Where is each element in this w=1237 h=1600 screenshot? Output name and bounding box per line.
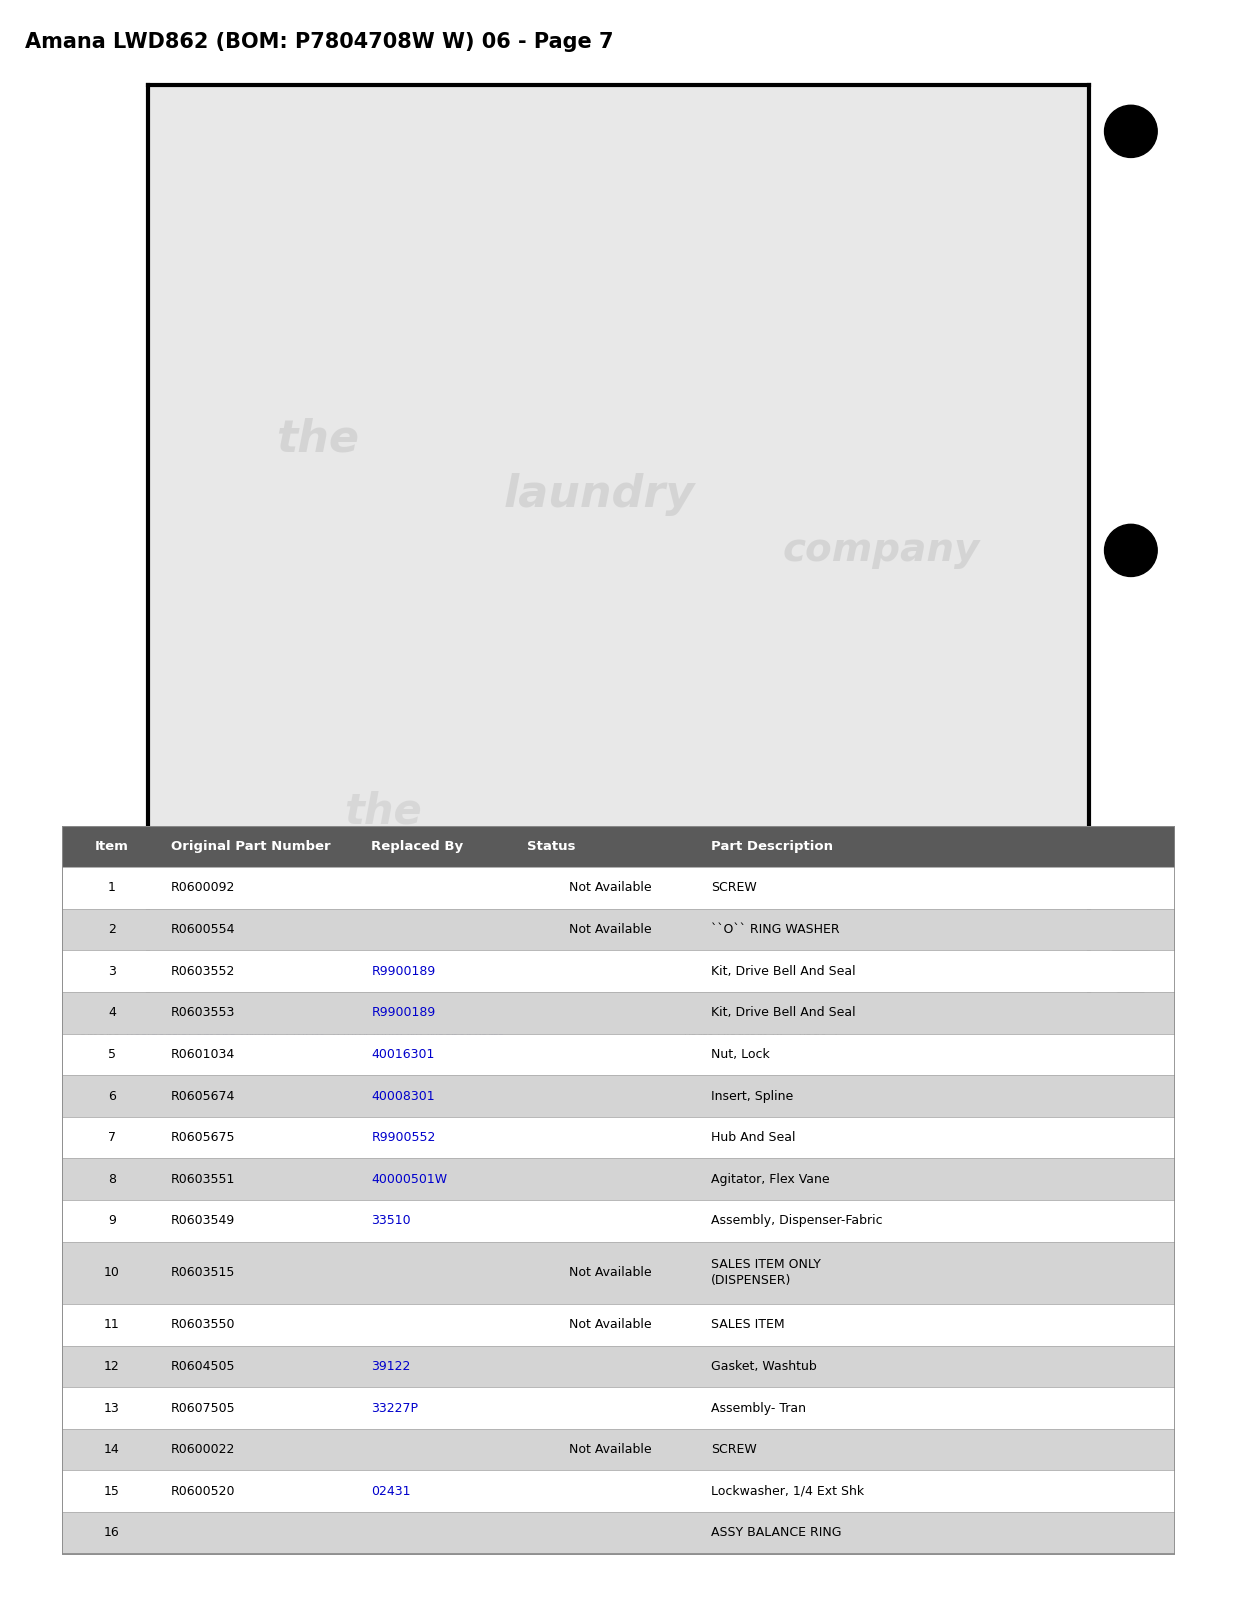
- Text: R0600092: R0600092: [171, 882, 235, 894]
- Text: ASSY BALANCE RING: ASSY BALANCE RING: [711, 1526, 841, 1539]
- Text: Nut, Lock: Nut, Lock: [711, 1048, 769, 1061]
- Text: Status: Status: [527, 840, 575, 853]
- Text: R0603515: R0603515: [171, 1266, 235, 1280]
- Text: laundry: laundry: [503, 474, 695, 517]
- Bar: [62, 1304, 1175, 1346]
- Text: company: company: [783, 531, 981, 570]
- Text: Replaced By: Replaced By: [371, 840, 464, 853]
- Text: 2: 2: [108, 923, 116, 936]
- Text: R0607505: R0607505: [171, 1402, 235, 1414]
- Text: 3: 3: [108, 965, 116, 978]
- Text: 4: 4: [108, 1006, 116, 1019]
- Text: Hub And Seal: Hub And Seal: [711, 1131, 795, 1144]
- Bar: [62, 1346, 1175, 1387]
- Text: 15: 15: [104, 1485, 120, 1498]
- Bar: [62, 867, 1175, 909]
- Text: R0603552: R0603552: [171, 965, 235, 978]
- Text: R0605674: R0605674: [171, 1090, 235, 1102]
- Text: SCREW: SCREW: [711, 882, 757, 894]
- Text: Item: Item: [95, 840, 129, 853]
- Text: Amana LWD862 (BOM: P7804708W W) 06 - Page 7: Amana LWD862 (BOM: P7804708W W) 06 - Pag…: [25, 32, 614, 51]
- Text: SALES ITEM: SALES ITEM: [711, 1318, 784, 1331]
- Bar: [62, 1158, 1175, 1200]
- Bar: [62, 1242, 1175, 1304]
- Text: Insert, Spline: Insert, Spline: [711, 1090, 793, 1102]
- Bar: [62, 1034, 1175, 1075]
- Bar: [62, 826, 1175, 867]
- Text: Not Available: Not Available: [569, 1443, 652, 1456]
- Text: 14: 14: [104, 1443, 120, 1456]
- Bar: [62, 1429, 1175, 1470]
- Bar: [62, 1075, 1175, 1117]
- Text: 33510: 33510: [371, 1214, 411, 1227]
- Text: 5: 5: [108, 1048, 116, 1061]
- Text: 12: 12: [104, 1360, 120, 1373]
- Bar: [62, 992, 1175, 1034]
- Text: Click on the part number to view part: Click on the part number to view part: [507, 1058, 730, 1072]
- Text: the: the: [345, 790, 422, 832]
- Bar: [62, 1200, 1175, 1242]
- Text: R0603551: R0603551: [171, 1173, 235, 1186]
- Text: 6: 6: [108, 1090, 116, 1102]
- Text: R9900189: R9900189: [371, 1006, 435, 1019]
- Text: Kit, Drive Bell And Seal: Kit, Drive Bell And Seal: [711, 1006, 856, 1019]
- Text: Not Available: Not Available: [569, 923, 652, 936]
- Text: 1: 1: [108, 882, 116, 894]
- Text: Kit, Drive Bell And Seal: Kit, Drive Bell And Seal: [711, 965, 856, 978]
- Text: R0600554: R0600554: [171, 923, 235, 936]
- Text: 16: 16: [104, 1526, 120, 1539]
- Text: Gasket, Washtub: Gasket, Washtub: [711, 1360, 816, 1373]
- Text: Not Available: Not Available: [569, 1318, 652, 1331]
- Text: Assembly- Tran: Assembly- Tran: [711, 1402, 805, 1414]
- Text: R9900552: R9900552: [371, 1131, 435, 1144]
- Bar: [62, 1512, 1175, 1554]
- Text: ``O`` RING WASHER: ``O`` RING WASHER: [711, 923, 840, 936]
- Text: 11: 11: [104, 1318, 120, 1331]
- Bar: [62, 1117, 1175, 1158]
- Text: Agitator, Flex Vane: Agitator, Flex Vane: [711, 1173, 830, 1186]
- Text: R0604505: R0604505: [171, 1360, 235, 1373]
- Text: R0601034: R0601034: [171, 1048, 235, 1061]
- Text: Amana: Amana: [78, 1030, 124, 1043]
- Text: 40000501W: 40000501W: [371, 1173, 448, 1186]
- Text: Residential Amana LWD862 (BOM: P7804708W W) Washer Parts: Residential Amana LWD862 (BOM: P7804708W…: [126, 1030, 505, 1043]
- Text: 8: 8: [108, 1173, 116, 1186]
- Text: the: the: [276, 418, 359, 461]
- Text: 40016301: 40016301: [371, 1048, 434, 1061]
- Bar: [62, 950, 1175, 992]
- Text: R0603550: R0603550: [171, 1318, 235, 1331]
- Text: Not Available: Not Available: [569, 882, 652, 894]
- Circle shape: [1105, 525, 1157, 576]
- Text: Original Part Number: Original Part Number: [171, 840, 330, 853]
- Text: SALES ITEM ONLY
(DISPENSER): SALES ITEM ONLY (DISPENSER): [711, 1258, 821, 1288]
- Circle shape: [1105, 944, 1157, 995]
- Bar: [62, 1387, 1175, 1429]
- Text: 9: 9: [108, 1214, 116, 1227]
- Text: 33227P: 33227P: [371, 1402, 418, 1414]
- Text: Assembly, Dispenser-Fabric: Assembly, Dispenser-Fabric: [711, 1214, 882, 1227]
- Text: R0600022: R0600022: [171, 1443, 235, 1456]
- Text: R9900189: R9900189: [371, 965, 435, 978]
- Text: 02431: 02431: [371, 1485, 411, 1498]
- Circle shape: [1105, 106, 1157, 157]
- Text: 10: 10: [104, 1266, 120, 1280]
- Text: 13: 13: [104, 1402, 120, 1414]
- Bar: [62, 909, 1175, 950]
- Text: R0603549: R0603549: [171, 1214, 235, 1227]
- Text: R0600520: R0600520: [171, 1485, 235, 1498]
- Text: Parts Diagram 06 - Page 7: Parts Diagram 06 - Page 7: [680, 1030, 839, 1043]
- Text: 39122: 39122: [371, 1360, 411, 1373]
- Text: SCREW: SCREW: [711, 1443, 757, 1456]
- Text: R0603553: R0603553: [171, 1006, 235, 1019]
- Text: Not Available: Not Available: [569, 1266, 652, 1280]
- Text: R0605675: R0605675: [171, 1131, 235, 1144]
- Text: laundry: laundry: [576, 846, 755, 888]
- Text: Lockwasher, 1/4 Ext Shk: Lockwasher, 1/4 Ext Shk: [711, 1485, 863, 1498]
- Bar: [62, 1470, 1175, 1512]
- Text: 40008301: 40008301: [371, 1090, 435, 1102]
- Text: 7: 7: [108, 1131, 116, 1144]
- Text: company®: company®: [809, 906, 1029, 939]
- Text: Part Description: Part Description: [711, 840, 833, 853]
